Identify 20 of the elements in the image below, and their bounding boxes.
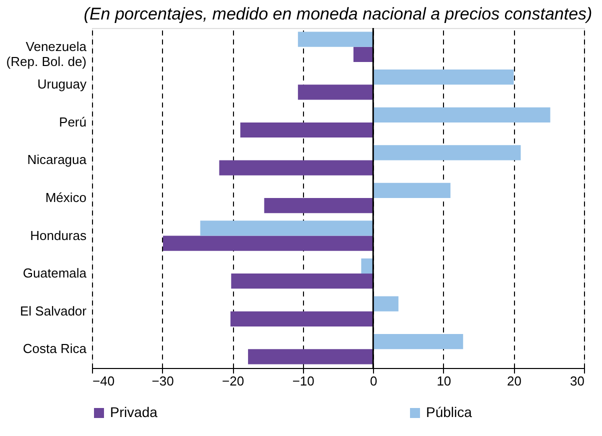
x-tick-label: −10 xyxy=(292,374,314,388)
y-tick-label: Uruguay xyxy=(37,76,87,92)
y-tick-label: Guatemala xyxy=(22,266,88,281)
x-tick-label: 30 xyxy=(570,374,584,388)
y-tick-label: México xyxy=(45,190,86,205)
x-tick-label: 10 xyxy=(436,374,452,388)
x-tick-label: 20 xyxy=(506,374,522,388)
y-tick-label: Venezuela (Rep. Bol. de) xyxy=(6,38,88,69)
y-tick-label: Honduras xyxy=(30,228,87,243)
y-tick-label: Perú xyxy=(59,114,86,130)
x-tick-label: −30 xyxy=(152,374,174,388)
x-tick-label: −20 xyxy=(222,374,244,388)
x-tick-label: 0 xyxy=(370,374,378,388)
chart-title: (En porcentajes, medido en moneda nacional a precios constantes) xyxy=(84,4,592,24)
x-tick-label: −40 xyxy=(92,374,115,388)
legend-label: Privada xyxy=(110,404,158,420)
y-tick-label: Costa Rica xyxy=(22,341,88,356)
y-tick-label: Nicaragua xyxy=(27,152,88,168)
legend-label: Pública xyxy=(426,404,472,420)
y-tick-label: El Salvador xyxy=(20,303,88,318)
